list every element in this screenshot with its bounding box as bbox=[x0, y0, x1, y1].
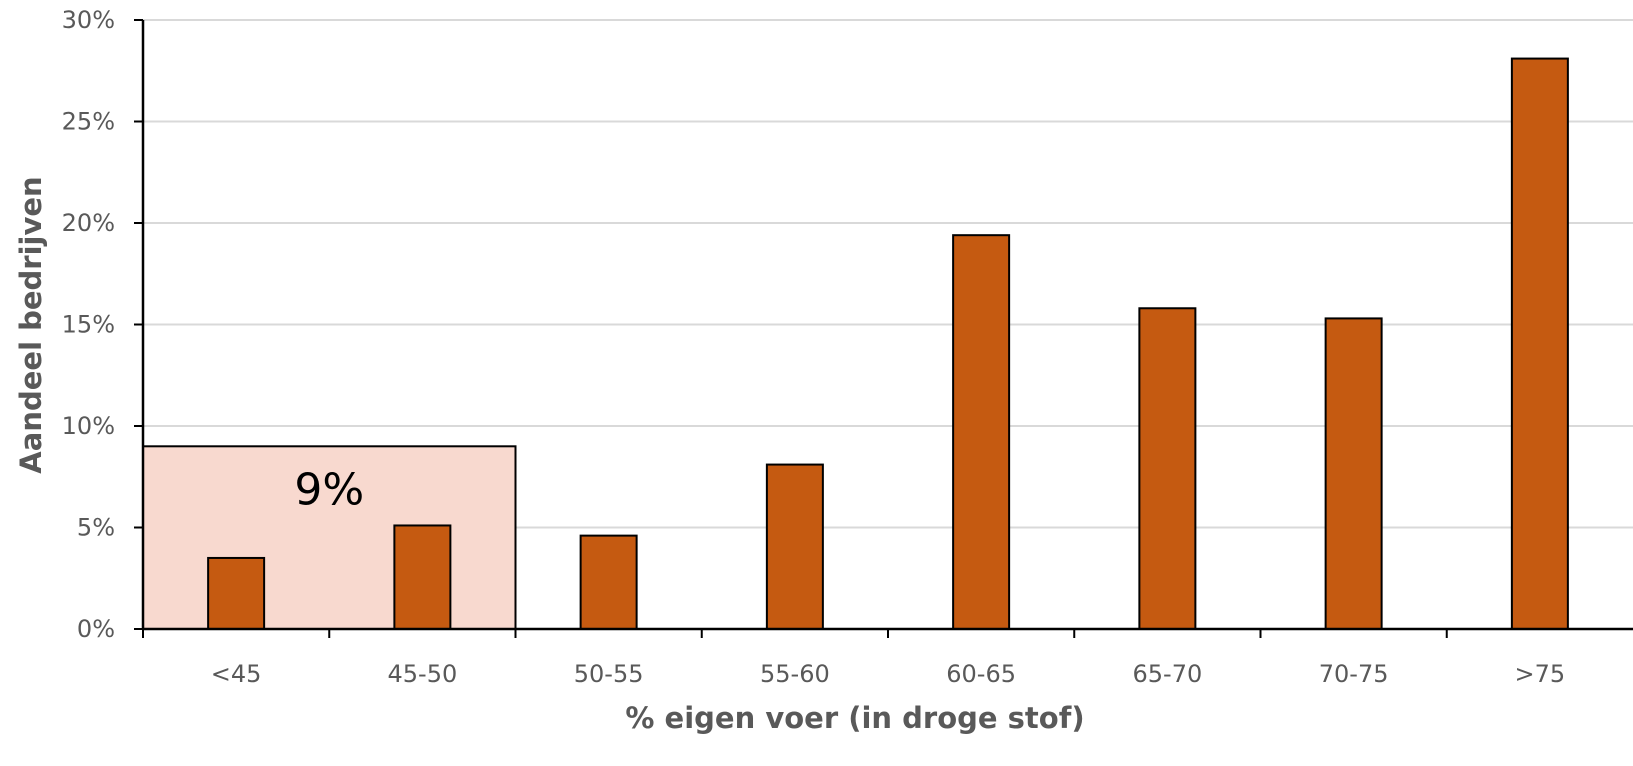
y-tick-label-6: 30% bbox=[62, 6, 115, 34]
bar-5 bbox=[1138, 307, 1197, 630]
y-tick-label-3: 15% bbox=[62, 311, 115, 339]
bar-1 bbox=[393, 524, 452, 630]
x-tick-label-3: 55-60 bbox=[760, 660, 830, 688]
x-tick-label-2: 50-55 bbox=[574, 660, 644, 688]
bar-0 bbox=[207, 556, 266, 631]
x-tick-label-7: >75 bbox=[1515, 660, 1566, 688]
x-tick-label-4: 60-65 bbox=[946, 660, 1016, 688]
axes bbox=[134, 19, 1633, 638]
bar-3 bbox=[765, 463, 824, 630]
bar-7 bbox=[1510, 57, 1569, 630]
y-tick-labels: 0% 5% 10% 15% 20% 25% 30% bbox=[62, 6, 115, 643]
y-tick-label-5: 25% bbox=[62, 108, 115, 136]
x-tick-label-6: 70-75 bbox=[1319, 660, 1389, 688]
x-tick-label-5: 65-70 bbox=[1133, 660, 1203, 688]
bars bbox=[207, 57, 1569, 631]
gridlines bbox=[143, 19, 1633, 529]
x-tick-label-1: 45-50 bbox=[388, 660, 458, 688]
y-axis-title: Aandeel bedrijven bbox=[14, 176, 48, 473]
y-tick-label-0: 0% bbox=[77, 615, 115, 643]
bar-6 bbox=[1324, 317, 1383, 630]
bar-2 bbox=[579, 534, 638, 630]
x-axis-title: % eigen voer (in droge stof) bbox=[625, 701, 1084, 735]
x-tick-label-0: <45 bbox=[211, 660, 262, 688]
y-tick-label-1: 5% bbox=[77, 514, 115, 542]
bar-4 bbox=[952, 234, 1011, 630]
annotation-label: 9% bbox=[294, 464, 364, 515]
y-tick-label-4: 20% bbox=[62, 209, 115, 237]
y-tick-label-2: 10% bbox=[62, 412, 115, 440]
x-tick-labels: <45 45-50 50-55 55-60 60-65 65-70 70-75 >75 bbox=[211, 660, 1565, 688]
